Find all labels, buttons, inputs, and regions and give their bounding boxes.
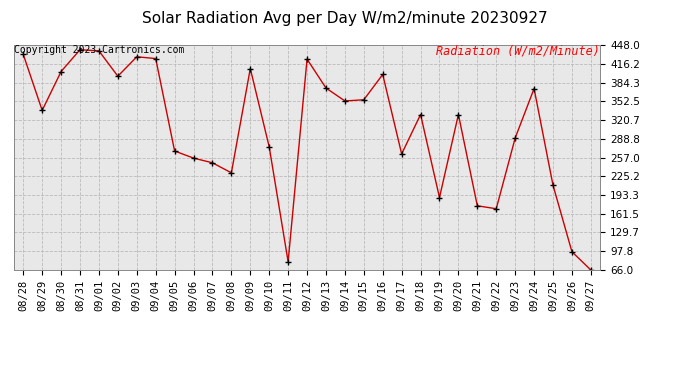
Text: Radiation (W/m2/Minute): Radiation (W/m2/Minute) <box>436 45 600 58</box>
Text: Copyright 2023 Cartronics.com: Copyright 2023 Cartronics.com <box>14 45 184 55</box>
Text: Solar Radiation Avg per Day W/m2/minute 20230927: Solar Radiation Avg per Day W/m2/minute … <box>142 11 548 26</box>
